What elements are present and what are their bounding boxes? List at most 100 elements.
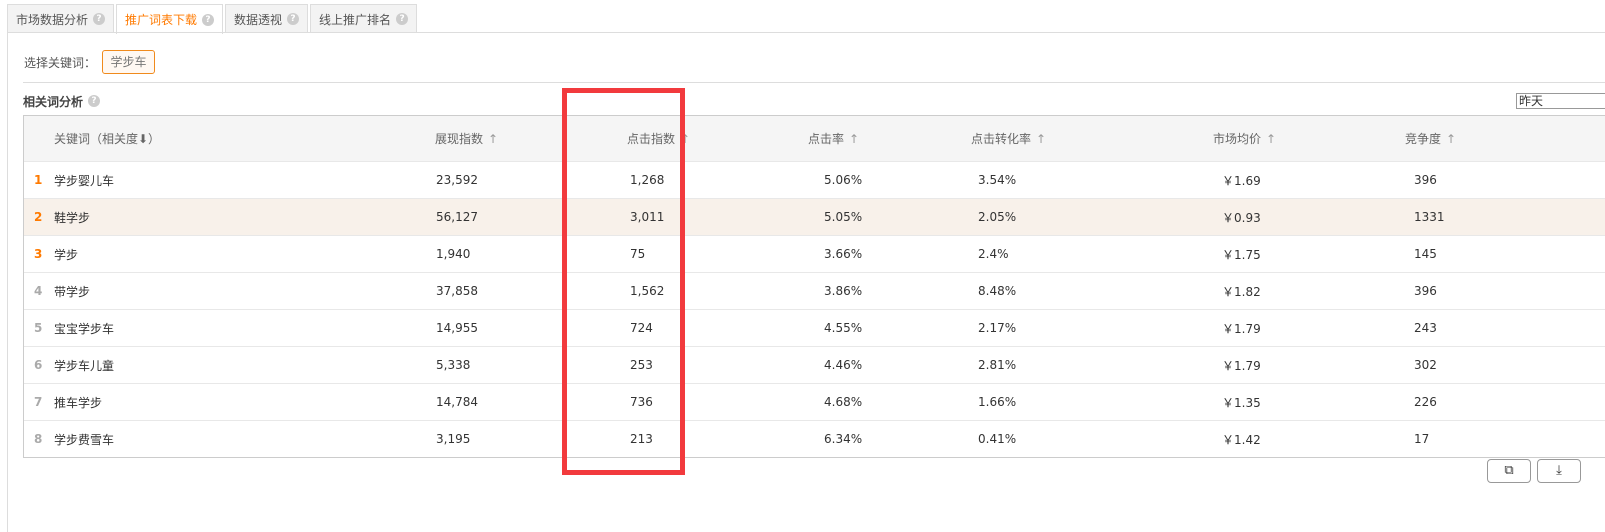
content-panel: [7, 32, 1605, 532]
keyword-select-label: 选择关键词：: [24, 55, 97, 70]
keyword-select: 选择关键词： 学步车: [24, 49, 156, 75]
section-title: 相关词分析?: [23, 93, 101, 109]
help-icon[interactable]: ?: [396, 13, 409, 25]
cell-ctr: 4.55%: [824, 321, 863, 335]
cell-cvr: 3.54%: [978, 173, 1017, 187]
cell-impressions: 14,784: [436, 395, 478, 409]
rank: 2: [34, 210, 43, 224]
table-row[interactable]: 5 宝宝学步车 14,955 724 4.55% 2.17% ￥1.79 243: [24, 309, 1605, 346]
keyword-table: 关键词（相关度⬇） 展现指数 ↑ 点击指数 ↑ 点击率 ↑ 点击转化率 ↑ 市场均价 ↑ 竞争度 ↑ 1 学…: [23, 115, 1605, 458]
cell-keyword: 学步婴儿车: [54, 173, 115, 188]
rank: 5: [34, 321, 43, 335]
cell-clicks: 75: [630, 247, 646, 261]
copy-icon: ⧉: [1504, 463, 1514, 478]
help-icon[interactable]: ?: [88, 95, 101, 107]
cell-price: ￥1.82: [1222, 284, 1261, 299]
cell-ctr: 4.68%: [824, 395, 863, 409]
cell-price: ￥0.93: [1222, 210, 1261, 225]
cell-competition: 1331: [1414, 210, 1445, 224]
cell-ctr: 5.05%: [824, 210, 863, 224]
column-header[interactable]: 竞争度 ↑: [1405, 130, 1605, 147]
table-row[interactable]: 8 学步费雪车 3,195 213 6.34% 0.41% ￥1.42 17: [24, 420, 1605, 457]
sort-arrow-icon[interactable]: ↑: [488, 132, 499, 146]
period-select[interactable]: 昨天: [1516, 93, 1605, 109]
copy-button[interactable]: ⧉: [1487, 459, 1531, 483]
help-icon[interactable]: ?: [202, 13, 215, 26]
cell-clicks: 213: [630, 432, 653, 446]
table-row[interactable]: 1 学步婴儿车 23,592 1,268 5.06% 3.54% ￥1.69 396: [24, 161, 1605, 198]
sort-arrow-icon[interactable]: ↑: [1266, 132, 1277, 146]
tab-bar: 市场数据分析? 推广词表下载? 数据透视? 线上推广排名?: [7, 4, 419, 34]
cell-price: ￥1.79: [1222, 358, 1261, 373]
cell-ctr: 4.46%: [824, 358, 863, 372]
cell-cvr: 1.66%: [978, 395, 1017, 409]
sort-arrow-icon[interactable]: ↑: [1036, 132, 1047, 146]
column-header[interactable]: 点击转化率 ↑: [971, 130, 1213, 147]
cell-impressions: 5,338: [436, 358, 471, 372]
column-header-label: 点击转化率: [971, 132, 1032, 146]
sort-arrow-icon[interactable]: ↑: [680, 132, 691, 146]
rank: 7: [34, 395, 43, 409]
cell-cvr: 0.41%: [978, 432, 1017, 446]
tab-label: 市场数据分析: [16, 12, 89, 27]
cell-competition: 302: [1414, 358, 1437, 372]
cell-ctr: 3.66%: [824, 247, 863, 261]
column-header[interactable]: 点击指数 ↑: [627, 130, 808, 147]
cell-price: ￥1.35: [1222, 395, 1261, 410]
cell-cvr: 2.81%: [978, 358, 1017, 372]
rank: 8: [34, 432, 43, 446]
cell-impressions: 23,592: [436, 173, 478, 187]
cell-price: ￥1.69: [1222, 173, 1261, 188]
sort-arrow-icon[interactable]: ↑: [849, 132, 860, 146]
column-header-label: 展现指数: [435, 132, 484, 146]
divider: [23, 82, 1605, 83]
help-icon[interactable]: ?: [287, 13, 300, 25]
cell-keyword: 学步车儿童: [54, 358, 115, 373]
sort-arrow-icon[interactable]: ↑: [1446, 132, 1457, 146]
rank: 6: [34, 358, 43, 372]
tab-2[interactable]: 推广词表下载?: [116, 4, 224, 34]
column-header-label: 关键词（相关度⬇）: [54, 132, 161, 146]
column-header[interactable]: 市场均价 ↑: [1213, 130, 1405, 147]
download-button[interactable]: ⤓: [1537, 459, 1581, 483]
table-row[interactable]: 2 鞋学步 56,127 3,011 5.05% 2.05% ￥0.93 1331: [24, 198, 1605, 235]
tab-4[interactable]: 线上推广排名?: [310, 4, 418, 33]
column-header-label: 点击率: [808, 132, 845, 146]
column-header-label: 点击指数: [627, 132, 676, 146]
keyword-chip[interactable]: 学步车: [102, 50, 156, 74]
cell-keyword: 宝宝学步车: [54, 321, 115, 336]
table-row[interactable]: 6 学步车儿童 5,338 253 4.46% 2.81% ￥1.79 302: [24, 346, 1605, 383]
column-header[interactable]: 点击率 ↑: [808, 130, 971, 147]
cell-keyword: 推车学步: [54, 395, 103, 410]
tab-label: 推广词表下载: [125, 13, 198, 27]
cell-clicks: 3,011: [630, 210, 665, 224]
cell-impressions: 14,955: [436, 321, 478, 335]
column-header[interactable]: 关键词（相关度⬇）: [54, 130, 435, 147]
cell-keyword: 学步费雪车: [54, 432, 115, 447]
help-icon[interactable]: ?: [93, 13, 106, 25]
column-header[interactable]: 展现指数 ↑: [435, 130, 627, 147]
cell-clicks: 1,268: [630, 173, 665, 187]
cell-keyword: 学步: [54, 247, 79, 262]
cell-competition: 17: [1414, 432, 1430, 446]
cell-competition: 145: [1414, 247, 1437, 261]
table-header: 关键词（相关度⬇） 展现指数 ↑ 点击指数 ↑ 点击率 ↑ 点击转化率 ↑ 市场均价 ↑ 竞争度 ↑: [24, 116, 1605, 161]
table-row[interactable]: 3 学步 1,940 75 3.66% 2.4% ￥1.75 145: [24, 235, 1605, 272]
cell-price: ￥1.75: [1222, 247, 1261, 262]
cell-clicks: 1,562: [630, 284, 665, 298]
cell-clicks: 736: [630, 395, 653, 409]
rank: 1: [34, 173, 43, 187]
download-icon: ⤓: [1556, 463, 1562, 478]
cell-cvr: 2.4%: [978, 247, 1009, 261]
cell-competition: 243: [1414, 321, 1437, 335]
cell-ctr: 3.86%: [824, 284, 863, 298]
cell-competition: 396: [1414, 173, 1437, 187]
tab-3[interactable]: 数据透视?: [225, 4, 309, 33]
table-row[interactable]: 7 推车学步 14,784 736 4.68% 1.66% ￥1.35 226: [24, 383, 1605, 420]
cell-ctr: 5.06%: [824, 173, 863, 187]
tab-1[interactable]: 市场数据分析?: [7, 4, 115, 33]
cell-price: ￥1.42: [1222, 432, 1261, 447]
rank: 4: [34, 284, 43, 298]
cell-clicks: 253: [630, 358, 653, 372]
table-row[interactable]: 4 带学步 37,858 1,562 3.86% 8.48% ￥1.82 396: [24, 272, 1605, 309]
